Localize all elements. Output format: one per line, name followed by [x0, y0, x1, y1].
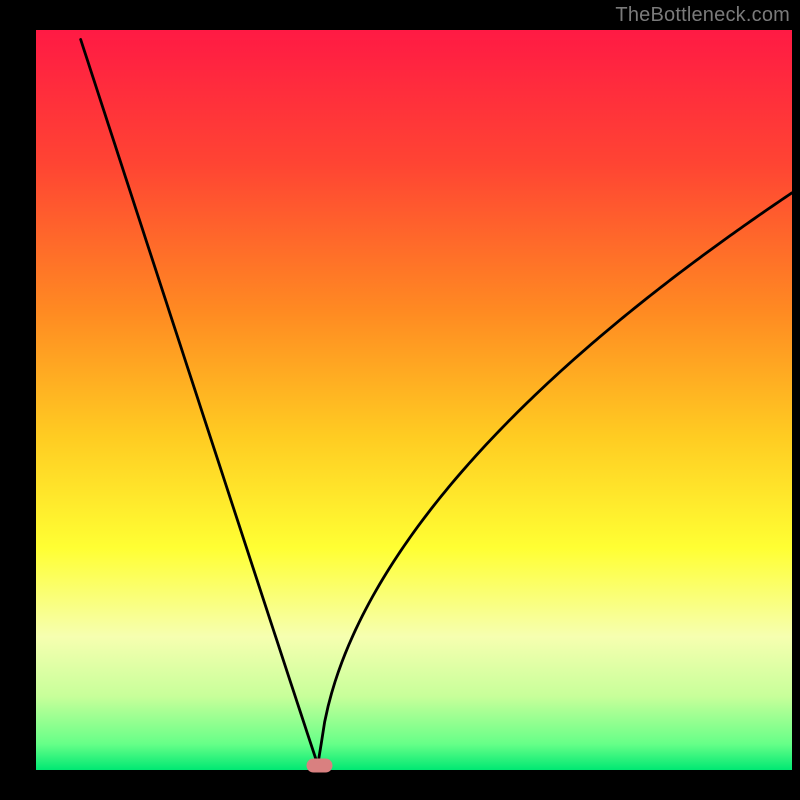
- bottleneck-chart: [0, 0, 800, 800]
- optimal-marker: [307, 759, 333, 773]
- gradient-background: [36, 30, 792, 770]
- watermark-text: TheBottleneck.com: [615, 4, 790, 27]
